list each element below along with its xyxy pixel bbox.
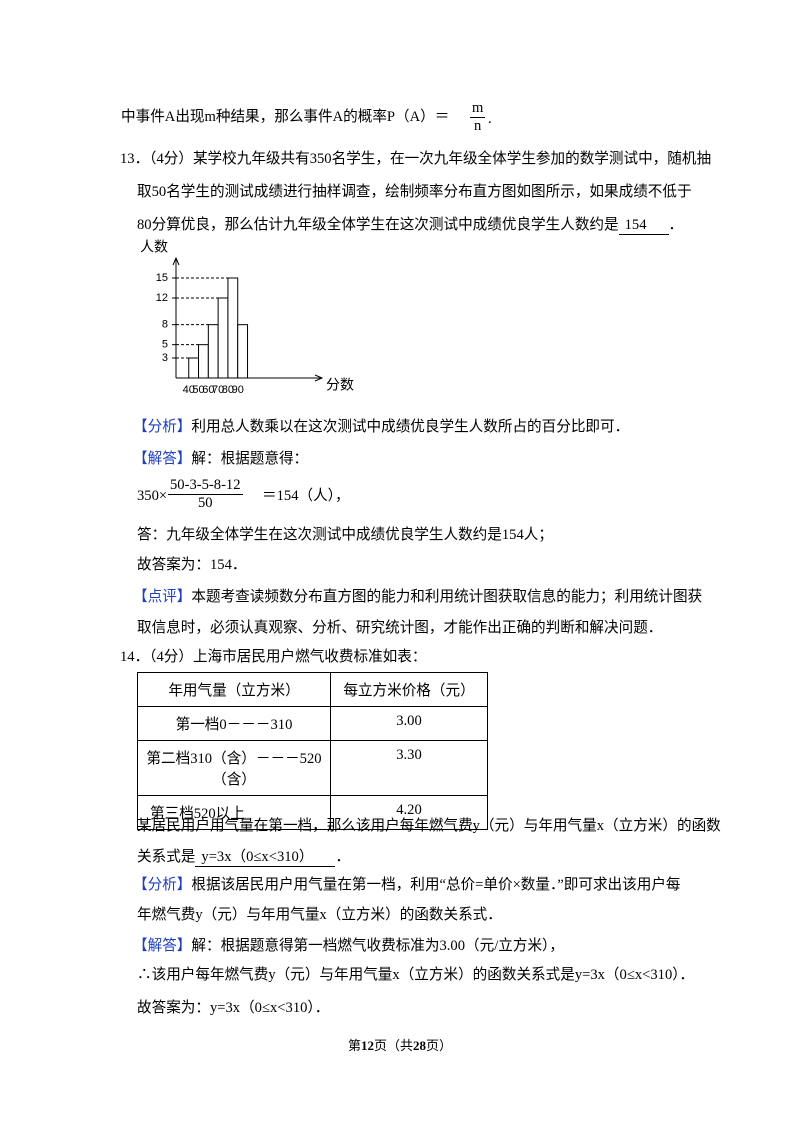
header-cell: 每立方米价格（元） <box>330 672 488 707</box>
line: 13．（4分）某学校九年级共有350名学生，在一次九年级全体学生参加的数学测试中… <box>120 151 712 167</box>
x-tick-label: 40 <box>183 384 195 396</box>
text: 中事件A出现m种结果，那么事件A的概率P（A）＝ <box>121 109 450 125</box>
text: 根据该居民用户用气量在第一档，利用“总价=单价×数量．”即可求出该用户每 <box>191 877 681 893</box>
y-tick-label: 5 <box>162 339 168 351</box>
numerator: 50-3-5-8-12 <box>168 477 243 495</box>
line: ∴该用户每年燃气费y（元）与年用气量x（立方米）的函数关系式是y=3x（0≤x<… <box>137 967 695 983</box>
y-arrow <box>172 256 180 266</box>
y-tick-label: 8 <box>162 319 168 331</box>
bar <box>227 277 239 379</box>
bar <box>188 357 200 379</box>
page-number: 12 <box>360 1038 374 1053</box>
fraction: 50-3-5-8-12 50 <box>168 477 243 512</box>
tag: 【分析】 <box>133 419 192 435</box>
intro-line: 中事件A出现m种结果，那么事件A的概率P（A）＝ <box>121 108 449 126</box>
line: 【分析】根据该居民用户用气量在第一档，利用“总价=单价×数量．”即可求出该用户每 <box>133 876 681 894</box>
line: 故答案为：y=3x（0≤x<310）． <box>137 1000 330 1016</box>
x-tick-label: 50 <box>192 384 204 396</box>
line: 【点评】本题考查读频数分布直方图的能力和利用统计图获取信息的能力；利用统计图获 <box>133 588 702 606</box>
cell: 3.30 <box>330 740 488 796</box>
x-arrow <box>314 374 324 382</box>
cell: 3.00 <box>330 706 488 741</box>
x-tick-label: 70 <box>212 384 224 396</box>
header-cell: 年用气量（立方米） <box>137 672 331 707</box>
footer: 第12页（共28页） <box>0 1035 800 1054</box>
denominator: 50 <box>197 495 213 511</box>
tag: 【分析】 <box>133 877 192 893</box>
text: 页（共 <box>373 1038 413 1053</box>
bar <box>217 297 229 379</box>
text: 页） <box>426 1038 453 1053</box>
text: 解：根据题意得： <box>191 451 309 467</box>
line: 取信息时，必须认真观察、分析、研究统计图，才能作出正确的判断和解决问题． <box>137 620 663 636</box>
line: 答：九年级全体学生在这次测试中成绩优良学生人数约是154人； <box>137 527 553 543</box>
tag: 【点评】 <box>133 589 192 605</box>
line: 取50名学生的测试成绩进行抽样调查，绘制频率分布直方图如图所示，如果成绩不低于 <box>137 184 692 200</box>
text: ． <box>668 217 684 233</box>
y-tick-label: 15 <box>156 272 168 284</box>
cell: 第一档0－－－310 <box>137 706 331 741</box>
y-axis-label: 人数 <box>140 239 168 255</box>
text: ． <box>335 849 351 865</box>
line: 【解答】解：根据题意得第一档燃气收费标准为3.00（元/立方米）， <box>133 937 564 955</box>
y-tick-label: 3 <box>162 352 168 364</box>
x-tick-label: 60 <box>202 384 214 396</box>
price-table: 年用气量（立方米） 每立方米价格（元） 第一档0－－－310 3.00 第二档310… <box>137 672 488 830</box>
text: 第 <box>347 1038 361 1053</box>
text: 解：根据题意得第一档燃气收费标准为3.00（元/立方米）， <box>191 938 564 954</box>
numerator: m <box>470 100 486 118</box>
text: 关系式是 <box>137 849 196 865</box>
line: 14．（4分）上海市居民用户燃气收费标准如表： <box>120 649 427 665</box>
text: . <box>488 111 492 127</box>
page-total: 28 <box>413 1038 426 1053</box>
answer: 154 <box>618 216 669 235</box>
bar <box>207 324 219 379</box>
cell: 4.20 <box>330 795 488 830</box>
line: 故答案为：154． <box>137 557 247 573</box>
x-tick-label: 90 <box>232 384 244 396</box>
denominator: n <box>474 118 482 134</box>
cell: 第三档520以上 <box>137 795 331 830</box>
line: 【解答】解：根据题意得： <box>133 450 308 468</box>
text: 80分算优良，那么估计九年级全体学生在这次测试中成绩优良学生人数约是 <box>137 217 619 233</box>
text: ＝154（人）， <box>262 488 350 504</box>
line: 某居民用户用气量在第一档，那么该用户每年燃气费y（元）与年用气量x（立方米）的函… <box>137 818 721 834</box>
line: 【分析】利用总人数乘以在这次测试中成绩优良学生人数所占的百分比即可． <box>133 418 629 436</box>
x-tick-label: 80 <box>222 384 234 396</box>
line: 关系式是 y=3x（0≤x<310）． <box>137 848 350 867</box>
line: 年燃气费y（元）与年用气量x（立方米）的函数关系式． <box>137 907 502 923</box>
text: 本题考查读频数分布直方图的能力和利用统计图获取信息的能力；利用统计图获 <box>191 589 703 605</box>
x-axis-label: 分数 <box>326 377 354 393</box>
answer: y=3x（0≤x<310） <box>195 848 336 867</box>
text: 利用总人数乘以在这次测试中成绩优良学生人数所占的百分比即可． <box>191 419 630 435</box>
text: 350× <box>137 488 168 504</box>
y-tick-label: 12 <box>156 292 168 304</box>
tag: 【解答】 <box>133 938 192 954</box>
bar <box>198 344 209 379</box>
cell: 第二档310（含）－－－520（含） <box>137 740 331 796</box>
line: 80分算优良，那么估计九年级全体学生在这次测试中成绩优良学生人数约是 154 ． <box>137 216 683 235</box>
bar <box>237 324 249 379</box>
tag: 【解答】 <box>133 451 192 467</box>
